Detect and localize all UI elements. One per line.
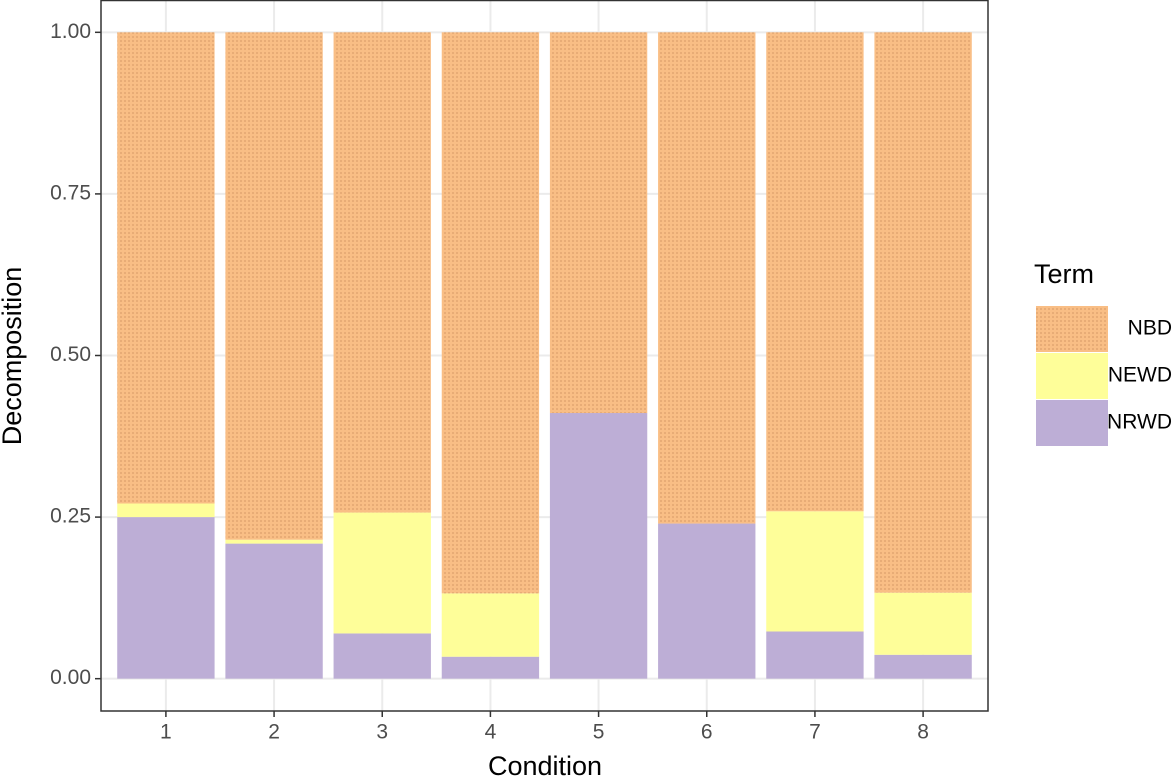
bar-segment [549, 413, 648, 679]
x-tick-label: 2 [268, 721, 280, 744]
bar-segment [658, 32, 756, 524]
bar-segment [333, 32, 431, 513]
bar-segment [225, 543, 323, 679]
bar-segment [333, 633, 431, 679]
bar-segment [225, 32, 323, 540]
y-tick-label: 1.00 [50, 20, 91, 43]
y-axis-title: Decomposition [0, 267, 27, 446]
legend-label: NBD [1128, 317, 1172, 340]
bar-segment [874, 592, 972, 655]
x-axis-title: Condition [488, 751, 602, 779]
bar-segment [441, 32, 540, 594]
x-tick-label: 4 [485, 721, 497, 744]
bar-segment [117, 503, 215, 518]
x-tick-label: 3 [376, 721, 388, 744]
bar-segment [333, 512, 431, 634]
x-tick-label: 7 [809, 721, 821, 744]
y-tick-label: 0.75 [50, 181, 91, 204]
bar-segment [766, 631, 864, 679]
legend-key [1036, 400, 1108, 446]
legend-title: Term [1034, 259, 1094, 289]
bar-segment [874, 654, 972, 679]
legend-key [1036, 306, 1108, 352]
x-tick-label: 6 [701, 721, 713, 744]
x-tick-label: 8 [917, 721, 929, 744]
bar-segment [117, 517, 215, 679]
bar-segment [441, 656, 540, 679]
bar-segment [549, 32, 648, 414]
x-tick-label: 1 [160, 721, 172, 744]
bar-segment [766, 511, 864, 632]
bar-segment [658, 523, 756, 679]
legend-label: NRWD [1107, 411, 1172, 434]
legend-label: NEWD [1108, 364, 1172, 387]
y-tick-label: 0.25 [50, 505, 91, 528]
y-tick-label: 0.00 [50, 666, 91, 689]
bar-segment [874, 32, 972, 593]
bar-segment [117, 32, 215, 504]
x-tick-label: 5 [593, 721, 605, 744]
bar-segment [441, 593, 540, 657]
bar-segment [766, 32, 864, 512]
bar-segment [225, 539, 323, 544]
legend-key [1036, 353, 1108, 399]
y-tick-label: 0.50 [50, 343, 91, 366]
